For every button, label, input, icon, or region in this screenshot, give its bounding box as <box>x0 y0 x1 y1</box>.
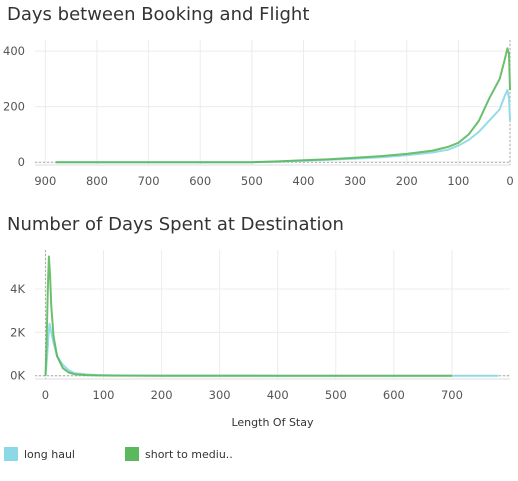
series-line-long-haul <box>55 89 511 164</box>
x-tick-label: 900 <box>34 174 56 188</box>
x-tick-label: 400 <box>293 174 315 188</box>
x-tick-label: 200 <box>396 174 418 188</box>
x-tick-label: 600 <box>383 388 405 402</box>
legend-swatch-long-haul <box>4 447 18 461</box>
y-tick-label: 200 <box>3 100 25 114</box>
x-tick-label: 200 <box>151 388 173 402</box>
legend-label-short-to-medium: short to mediu.. <box>145 447 233 461</box>
x-tick-label: 0 <box>42 388 49 402</box>
legend-item-short-to-medium[interactable]: short to mediu.. <box>125 447 233 461</box>
x-tick-label: 300 <box>209 388 231 402</box>
y-tick-label: 400 <box>3 44 25 58</box>
x-tick-label: 700 <box>441 388 463 402</box>
x-tick-label: 100 <box>93 388 115 402</box>
x-tick-label: 500 <box>241 174 263 188</box>
x-tick-label: 300 <box>344 174 366 188</box>
x-tick-label: 500 <box>325 388 347 402</box>
legend-label-long-haul: long haul <box>24 447 75 461</box>
x-tick-label: 800 <box>86 174 108 188</box>
legend-item-long-haul[interactable]: long haul <box>4 447 75 461</box>
x-tick-label: 700 <box>138 174 160 188</box>
y-tick-label: 4K <box>10 282 25 296</box>
series-line-long-haul <box>44 322 499 377</box>
x-tick-label: 400 <box>267 388 289 402</box>
y-tick-label: 0 <box>18 155 25 169</box>
x-axis-label: Length Of Stay <box>231 416 314 429</box>
chart-title-stay: Number of Days Spent at Destination <box>7 214 344 235</box>
y-tick-label: 2K <box>10 325 25 339</box>
chart-title-booking: Days between Booking and Flight <box>7 4 310 25</box>
series-line-short-to-medium <box>55 47 511 164</box>
x-tick-label: 0 <box>506 174 513 188</box>
legend-swatch-short-to-medium <box>125 447 139 461</box>
series-line-short-to-medium <box>44 255 452 377</box>
y-tick-label: 0K <box>10 369 25 383</box>
x-tick-label: 100 <box>447 174 469 188</box>
x-tick-label: 600 <box>189 174 211 188</box>
